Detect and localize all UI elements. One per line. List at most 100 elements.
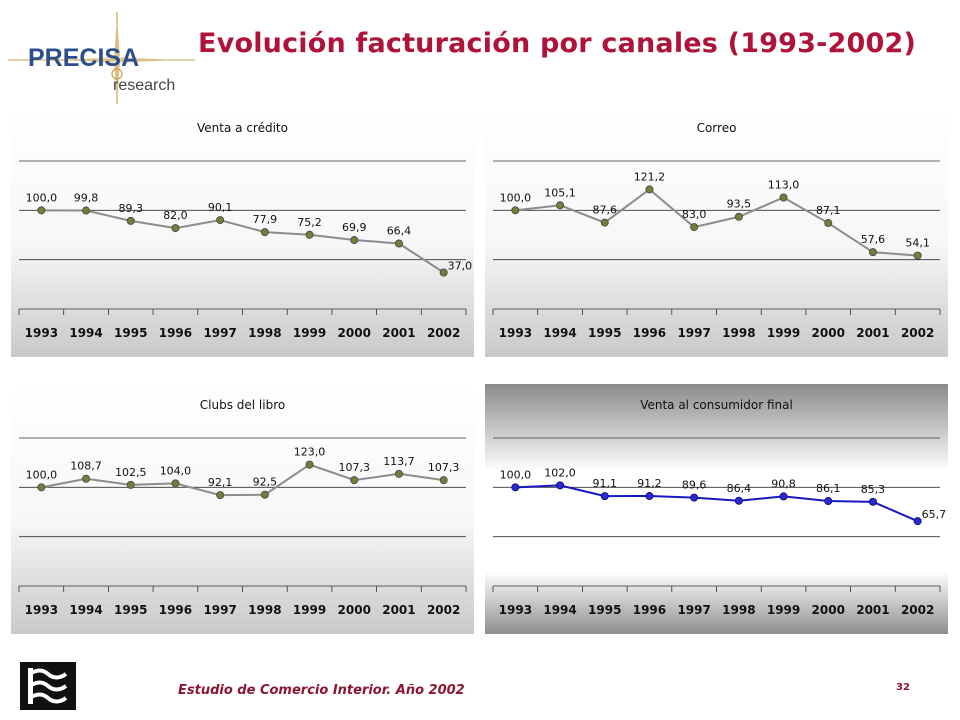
data-label: 102,5 xyxy=(115,466,147,479)
x-tick-label: 1998 xyxy=(248,326,281,340)
data-point xyxy=(216,491,225,500)
x-tick-label: 2002 xyxy=(901,326,934,340)
data-label: 86,4 xyxy=(727,482,752,495)
x-tick-label: 1994 xyxy=(69,326,102,340)
data-point xyxy=(913,517,922,526)
x-tick-label: 2000 xyxy=(812,603,845,617)
chart-panel-venta-credito: Venta a crédito 1993 1994 1995 1996 1997 1998 1… xyxy=(11,107,474,357)
data-point xyxy=(82,474,91,483)
x-tick-label: 1995 xyxy=(588,326,621,340)
series-line xyxy=(515,484,919,523)
x-tick-label: 1994 xyxy=(69,603,102,617)
x-tick-label: 2000 xyxy=(812,326,845,340)
chart-background xyxy=(485,384,948,634)
data-point xyxy=(305,230,314,239)
data-point xyxy=(600,492,609,501)
data-point xyxy=(350,476,359,485)
data-label: 86,1 xyxy=(816,482,841,495)
data-point xyxy=(868,497,877,506)
chart-title: Venta a crédito xyxy=(197,121,288,135)
data-point xyxy=(511,206,520,215)
x-tick-label: 1996 xyxy=(159,603,192,617)
x-tick-label: 1999 xyxy=(293,603,326,617)
data-point xyxy=(556,201,565,210)
x-tick-label: 2002 xyxy=(427,326,460,340)
chart-panel-correo: Correo 1993 1994 1995 1996 1997 1998 1999 2000 20… xyxy=(485,107,948,357)
data-label: 91,2 xyxy=(637,477,662,490)
x-tick-label: 2000 xyxy=(338,326,371,340)
data-point xyxy=(734,496,743,505)
data-label: 102,0 xyxy=(544,466,576,479)
chart-svg-2: Clubs del libro 1993 1994 1995 1996 1997 1998 1… xyxy=(11,384,474,634)
data-label: 108,7 xyxy=(70,460,102,473)
data-point xyxy=(394,469,403,478)
x-tick-label: 1996 xyxy=(159,326,192,340)
data-label: 100,0 xyxy=(26,191,58,204)
data-label: 104,0 xyxy=(160,464,192,477)
x-tick-label: 2001 xyxy=(856,603,889,617)
data-point xyxy=(439,268,448,277)
x-tick-label: 1997 xyxy=(677,603,710,617)
data-label: 66,4 xyxy=(387,224,412,237)
data-point xyxy=(645,185,654,194)
data-label: 99,8 xyxy=(74,192,99,205)
data-point xyxy=(216,216,225,225)
x-tick-label: 1996 xyxy=(633,326,666,340)
data-point xyxy=(394,239,403,248)
data-label: 87,1 xyxy=(816,204,841,217)
data-label: 82,0 xyxy=(163,209,188,222)
data-label: 123,0 xyxy=(294,446,326,459)
x-tick-label: 1997 xyxy=(203,603,236,617)
data-point xyxy=(779,193,788,202)
data-point xyxy=(690,493,699,502)
data-point xyxy=(126,216,135,225)
data-label: 37,0 xyxy=(448,259,473,272)
data-label: 90,8 xyxy=(771,477,796,490)
x-tick-label: 1996 xyxy=(633,603,666,617)
data-label: 100,0 xyxy=(26,468,58,481)
chart-background xyxy=(11,107,474,357)
data-label: 89,6 xyxy=(682,479,707,492)
data-label: 65,7 xyxy=(922,508,947,521)
data-label: 90,1 xyxy=(208,201,233,214)
x-tick-label: 2001 xyxy=(382,326,415,340)
precisa-research-logo: PRECISA research xyxy=(0,0,200,108)
data-label: 107,3 xyxy=(428,461,460,474)
data-point xyxy=(82,206,91,215)
data-point xyxy=(260,228,269,237)
x-tick-label: 2000 xyxy=(338,603,371,617)
data-label: 83,0 xyxy=(682,208,707,221)
chart-title: Correo xyxy=(697,121,737,135)
data-point xyxy=(779,492,788,501)
data-label: 75,2 xyxy=(297,216,322,229)
x-tick-label: 1999 xyxy=(767,326,800,340)
data-point xyxy=(824,497,833,506)
chart-svg-1: Correo 1993 1994 1995 1996 1997 1998 1999 2000 20… xyxy=(485,107,948,357)
data-label: 87,6 xyxy=(593,204,618,217)
x-tick-label: 1999 xyxy=(767,603,800,617)
data-point xyxy=(37,206,46,215)
chart-title: Venta al consumidor final xyxy=(640,398,793,412)
data-point xyxy=(305,460,314,469)
data-point xyxy=(171,479,180,488)
x-tick-label: 1995 xyxy=(114,603,147,617)
data-label: 113,7 xyxy=(383,455,415,468)
x-tick-label: 1998 xyxy=(248,603,281,617)
data-point xyxy=(645,492,654,501)
data-label: 69,9 xyxy=(342,221,367,234)
data-label: 107,3 xyxy=(339,461,371,474)
x-tick-label: 1998 xyxy=(722,603,755,617)
x-tick-label: 1993 xyxy=(25,326,58,340)
brand-subtitle: research xyxy=(113,77,175,94)
data-label: 113,0 xyxy=(768,179,800,192)
data-point xyxy=(556,481,565,490)
page-title: Evolución facturación por canales (1993-… xyxy=(198,28,917,59)
data-point xyxy=(690,223,699,232)
x-tick-label: 1993 xyxy=(499,603,532,617)
x-tick-label: 1993 xyxy=(499,326,532,340)
data-label: 93,5 xyxy=(727,198,752,211)
x-tick-label: 2001 xyxy=(382,603,415,617)
x-tick-label: 1999 xyxy=(293,326,326,340)
chart-background xyxy=(11,384,474,634)
x-tick-label: 1994 xyxy=(543,326,576,340)
